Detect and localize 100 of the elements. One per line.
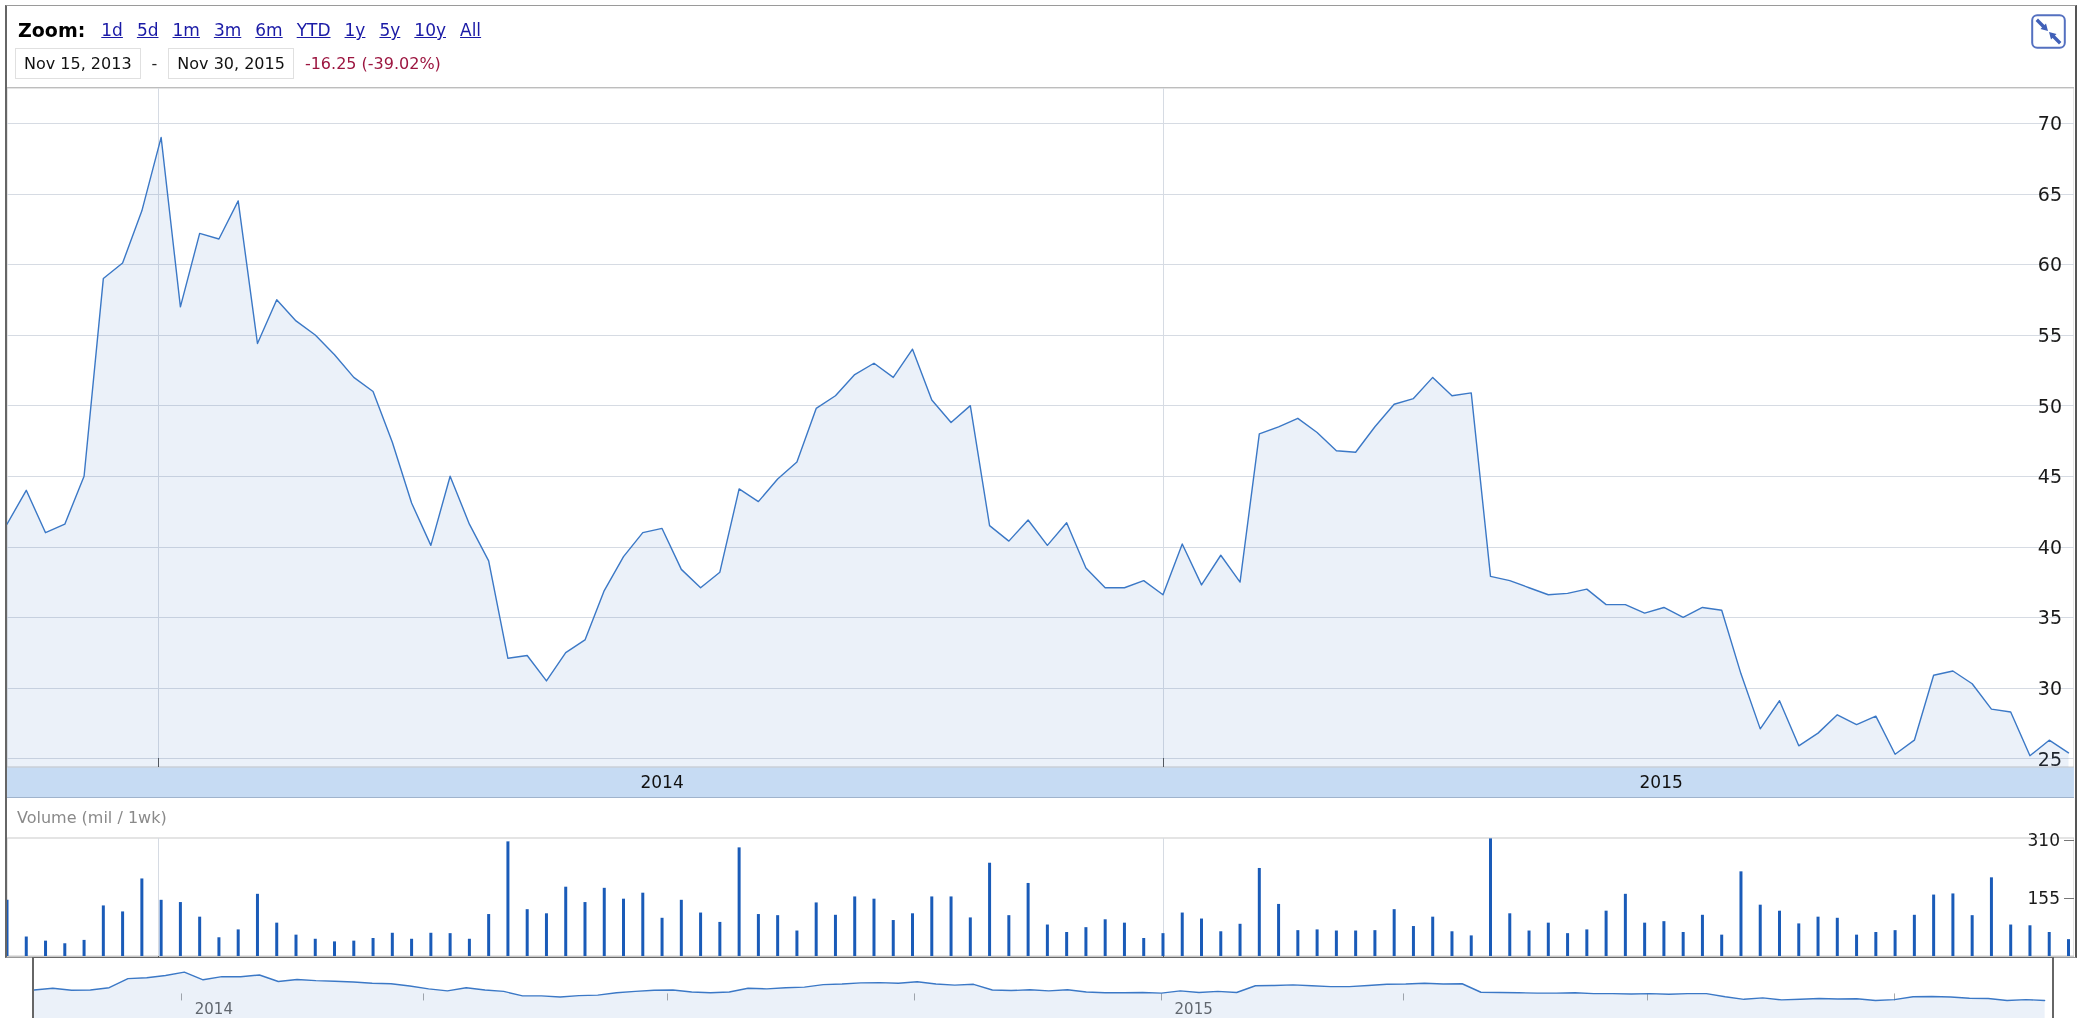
text: All: [460, 20, 482, 40]
bar: [121, 911, 125, 956]
bar: [737, 847, 741, 956]
bar: [1932, 894, 1936, 956]
y-tick-label: 45: [2037, 465, 2062, 488]
bar: [1874, 932, 1878, 956]
bar: [1257, 867, 1261, 956]
bar: [63, 943, 67, 956]
bar: [1238, 923, 1242, 956]
bar: [583, 902, 587, 956]
bar: [1835, 917, 1839, 956]
bar: [390, 932, 394, 956]
bar: [1084, 927, 1088, 956]
y-tick-label: 40: [2037, 535, 2062, 558]
bar: [949, 896, 953, 956]
bar: [1585, 929, 1589, 956]
bar: [2067, 939, 2070, 956]
y-tick-label: 60: [2037, 253, 2062, 276]
bar: [1315, 929, 1319, 956]
bar: [1469, 935, 1473, 956]
bar: [1662, 921, 1666, 956]
bar: [1411, 926, 1415, 956]
bar: [641, 892, 645, 956]
bar: [198, 916, 202, 956]
bar: [1142, 938, 1146, 956]
bar: [1508, 913, 1512, 956]
y-tick-label: 70: [2037, 112, 2062, 135]
bar: [1970, 915, 1974, 956]
bar: [1778, 910, 1781, 956]
y-tick-label: 55: [2037, 324, 2062, 347]
text: 5y: [379, 20, 401, 40]
bar: [1007, 915, 1011, 956]
bar: [1045, 924, 1049, 956]
bar: [1373, 930, 1377, 956]
text: -: [151, 54, 158, 73]
bar: [159, 899, 163, 956]
bar: [1200, 918, 1204, 956]
bar: [1816, 916, 1820, 956]
bar: [2047, 932, 2051, 956]
y-axis-title: Volume (mil / 1wk): [17, 808, 167, 827]
bar: [930, 896, 934, 956]
bar: [756, 914, 760, 956]
bar: [1546, 922, 1550, 956]
bar: [44, 940, 48, 956]
x-tick-label: 2014: [194, 999, 233, 1018]
bar: [217, 937, 221, 956]
bar: [660, 917, 664, 956]
bar: [1855, 934, 1859, 956]
bar: [371, 938, 375, 956]
bar: [525, 909, 529, 956]
bar: [1296, 930, 1300, 956]
y-tick-label: 310: [2027, 829, 2060, 850]
text: 3m: [213, 20, 242, 40]
bar: [814, 902, 818, 956]
bar: [506, 841, 510, 956]
bar: [1951, 893, 1955, 956]
bar: [1026, 882, 1030, 956]
text: YTD: [296, 20, 331, 40]
bar: [178, 902, 182, 956]
bar: [853, 896, 857, 956]
bar: [1604, 910, 1608, 956]
text: 1m: [172, 20, 200, 40]
y-tick-label: 30: [2037, 676, 2062, 699]
bar: [968, 917, 972, 956]
bar: [1566, 933, 1570, 956]
bar: [140, 878, 144, 956]
bar: [833, 914, 837, 956]
text: 1y: [344, 20, 366, 40]
bar: [1180, 912, 1184, 956]
bar: [1065, 932, 1069, 956]
bar: [544, 913, 548, 956]
bar: [564, 886, 568, 956]
bar: [891, 920, 895, 956]
bar: [1527, 930, 1531, 956]
bar: [1103, 919, 1107, 956]
bar: [275, 922, 279, 956]
bar: [255, 893, 259, 956]
bar: [872, 898, 876, 956]
bar: [467, 938, 471, 956]
bar: [602, 887, 606, 956]
bar: [448, 933, 452, 956]
bar: [429, 932, 433, 956]
text: 5d: [136, 20, 159, 40]
bar: [294, 934, 298, 956]
bar: [1277, 903, 1281, 956]
bar: [699, 912, 703, 956]
bar: [487, 914, 491, 956]
bar: [1489, 838, 1493, 956]
bar: [622, 898, 626, 956]
bar: [1354, 930, 1358, 956]
bar: [1219, 931, 1223, 956]
bar: [1334, 930, 1338, 956]
bar: [1700, 914, 1704, 956]
bar: [1797, 923, 1801, 956]
bar: [1450, 931, 1454, 956]
bar: [1623, 893, 1627, 956]
y-tick-label: 65: [2037, 182, 2062, 205]
date-field: Nov 15, 2013: [15, 48, 141, 79]
bar: [911, 913, 915, 956]
bar: [1643, 922, 1647, 956]
